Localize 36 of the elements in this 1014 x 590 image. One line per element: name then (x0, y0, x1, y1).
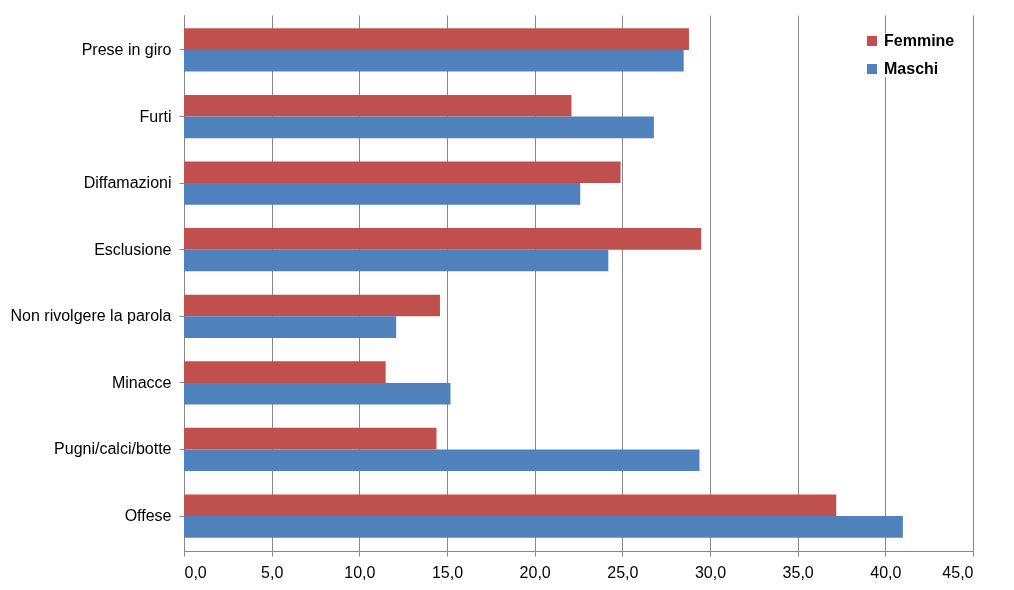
bar (184, 161, 621, 184)
x-tick-label: 10,0 (344, 563, 376, 581)
bar (184, 116, 654, 139)
y-tick-label: Furti (139, 107, 172, 125)
y-tick-label: Diffamazioni (83, 174, 172, 192)
bar (184, 382, 451, 405)
x-tick-label: 20,0 (519, 563, 551, 581)
bar (184, 228, 702, 250)
bar (184, 449, 700, 472)
x-tick-label: 45,0 (942, 563, 974, 581)
bar (184, 28, 689, 50)
x-tick-label: 40,0 (870, 563, 902, 581)
y-tick-label: Pugni/calci/botte (54, 440, 172, 458)
y-tick-label: Prese in giro (81, 40, 172, 58)
x-tick-label: 15,0 (431, 563, 464, 581)
y-tick-label: Non rivolgere la parola (10, 307, 172, 325)
y-tick-label: Minacce (111, 373, 172, 391)
bar (184, 316, 397, 338)
bar (184, 249, 609, 272)
y-tick-label: Offese (124, 507, 172, 525)
bar (184, 183, 581, 205)
bar (184, 494, 837, 517)
bar (184, 427, 437, 450)
bar (184, 516, 903, 538)
legend-label: Femmine (884, 32, 955, 49)
x-tick-label: 0,0 (184, 563, 207, 581)
x-tick-label: 35,0 (782, 563, 814, 581)
x-tick-label: 5,0 (261, 563, 284, 581)
y-tick-label: Esclusione (94, 240, 172, 258)
bar (184, 294, 440, 317)
legend-label: Maschi (884, 60, 939, 77)
x-tick-label: 30,0 (694, 563, 727, 581)
x-tick-label: 25,0 (607, 563, 639, 581)
bar (184, 361, 386, 383)
bar (184, 49, 684, 72)
bar (184, 94, 572, 117)
